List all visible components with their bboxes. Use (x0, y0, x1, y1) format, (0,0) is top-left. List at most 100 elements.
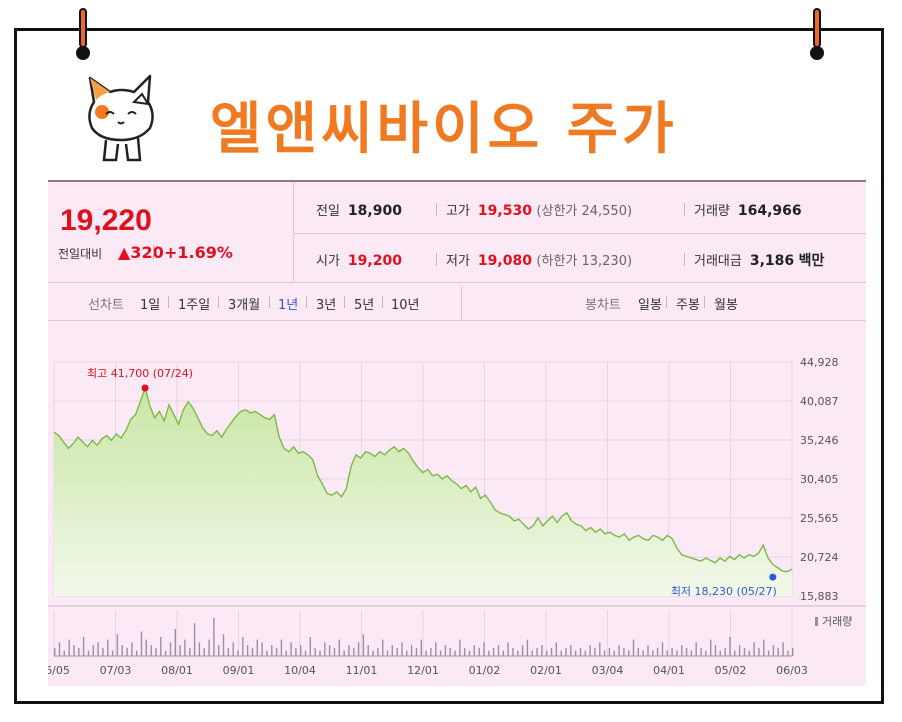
tab-monthly[interactable]: 월봉 (714, 298, 738, 313)
x-tick-label: 05/02 (715, 664, 747, 677)
volume-bar (285, 650, 287, 656)
volume-bar (478, 647, 480, 656)
volume-bar (164, 650, 167, 656)
volume-bar (454, 650, 456, 656)
tab-10y[interactable]: 10년 (391, 298, 420, 313)
volume-bar (681, 645, 683, 656)
tab-5y[interactable]: 5년 (354, 298, 375, 313)
open-stat: 시가 19,200 (316, 253, 402, 269)
tab-1d[interactable]: 1일 (140, 298, 161, 313)
volume-bar (512, 647, 514, 656)
volume-bar (271, 645, 273, 656)
x-tick-label: 11/01 (346, 664, 378, 677)
volume-bar (300, 645, 302, 656)
volume-bar (632, 639, 635, 656)
volume-bar (136, 650, 138, 656)
volume-bar (584, 650, 586, 656)
volume-bar (150, 645, 152, 656)
volume-bar (517, 650, 519, 656)
volume-bar (444, 645, 447, 656)
volume-bar (743, 647, 746, 656)
volume-bar (700, 647, 702, 656)
volume-bar (203, 647, 205, 656)
price-area (54, 388, 792, 596)
volume-bar (102, 647, 104, 656)
volume-bar (459, 639, 461, 656)
volume-bar (328, 645, 331, 656)
change-value: ▲320 (118, 243, 164, 262)
volume-bar (772, 645, 775, 656)
volume-bar (637, 647, 639, 656)
volume-bar (483, 642, 485, 656)
volume-bar (290, 642, 292, 656)
x-tick-label: 06/05 (48, 664, 70, 677)
volume-bar (111, 650, 114, 656)
volume-bar (430, 647, 432, 656)
tab-weekly[interactable]: 주봉 (676, 298, 700, 313)
volume-bar (758, 647, 760, 656)
volume-bar (594, 647, 596, 656)
tab-1y[interactable]: 1년 (278, 298, 299, 313)
price-line (53, 385, 793, 573)
low-stat: 저가 19,080 (하한가 13,230) (446, 253, 633, 269)
volume-bar (309, 637, 311, 656)
x-tick-label: 02/01 (530, 664, 562, 677)
volume-bar (63, 650, 65, 656)
low-marker (769, 573, 777, 581)
volume-bar (343, 650, 345, 656)
volume-bar (666, 650, 668, 656)
volume-bar (242, 637, 244, 656)
volume-bar (449, 647, 451, 656)
y-tick-label: 20,724 (800, 551, 839, 564)
volume-bar (656, 647, 659, 656)
volume-bar (319, 650, 321, 656)
volume-bar (603, 650, 606, 656)
volume-bar (777, 647, 779, 656)
high-annotation-label: 최고 41,700 (07/24) (87, 367, 193, 380)
candle-chart-label: 봉차트 (585, 298, 621, 313)
tab-3y[interactable]: 3년 (316, 298, 337, 313)
volume-bar (435, 642, 437, 656)
volume-bar (189, 647, 191, 656)
y-tick-label: 15,883 (800, 590, 839, 603)
volume-bar (198, 642, 201, 656)
volume-bar (555, 642, 557, 656)
volume-bar (256, 639, 258, 656)
volume-bar (425, 650, 427, 656)
volume-bar (386, 650, 389, 656)
volume-bar (464, 647, 466, 656)
volume-bar (208, 639, 210, 656)
prev-close-stat: 전일 18,900 (316, 203, 402, 219)
price-block: 19,220 전일대비 ▲320 +1.69% (48, 182, 293, 282)
tab-daily[interactable]: 일봉 (638, 298, 662, 313)
volume-bar (589, 645, 591, 656)
volume-bar (695, 642, 697, 656)
volume-bar (468, 650, 471, 656)
volume-bars (54, 618, 794, 656)
volume-bar (121, 645, 123, 656)
high-marker (141, 384, 149, 392)
y-tick-label: 35,246 (800, 434, 839, 447)
right-pin-icon (810, 8, 824, 64)
tab-3m[interactable]: 3개월 (228, 298, 261, 313)
volume-bar (613, 650, 615, 656)
volume-bar (73, 645, 75, 656)
volume-bar (492, 647, 495, 656)
volume-bar (218, 645, 220, 656)
volume-bar (642, 650, 644, 656)
volume-bar (184, 639, 186, 656)
y-tick-label: 40,087 (800, 395, 839, 408)
low-annotation-label: 최저 18,230 (05/27) (671, 585, 777, 598)
volume-bar (58, 642, 61, 656)
volume-bar (227, 647, 229, 656)
y-tick-label: 30,405 (800, 473, 839, 486)
volume-bar (348, 645, 350, 656)
volume-bar (647, 645, 649, 656)
volume-bar (623, 647, 625, 656)
volume-bar (550, 647, 553, 656)
volume-bar (140, 631, 143, 656)
volume-bar (628, 650, 630, 656)
tab-1w[interactable]: 1주일 (178, 298, 211, 313)
volume-bar (174, 628, 176, 656)
volume-bar (753, 642, 755, 656)
